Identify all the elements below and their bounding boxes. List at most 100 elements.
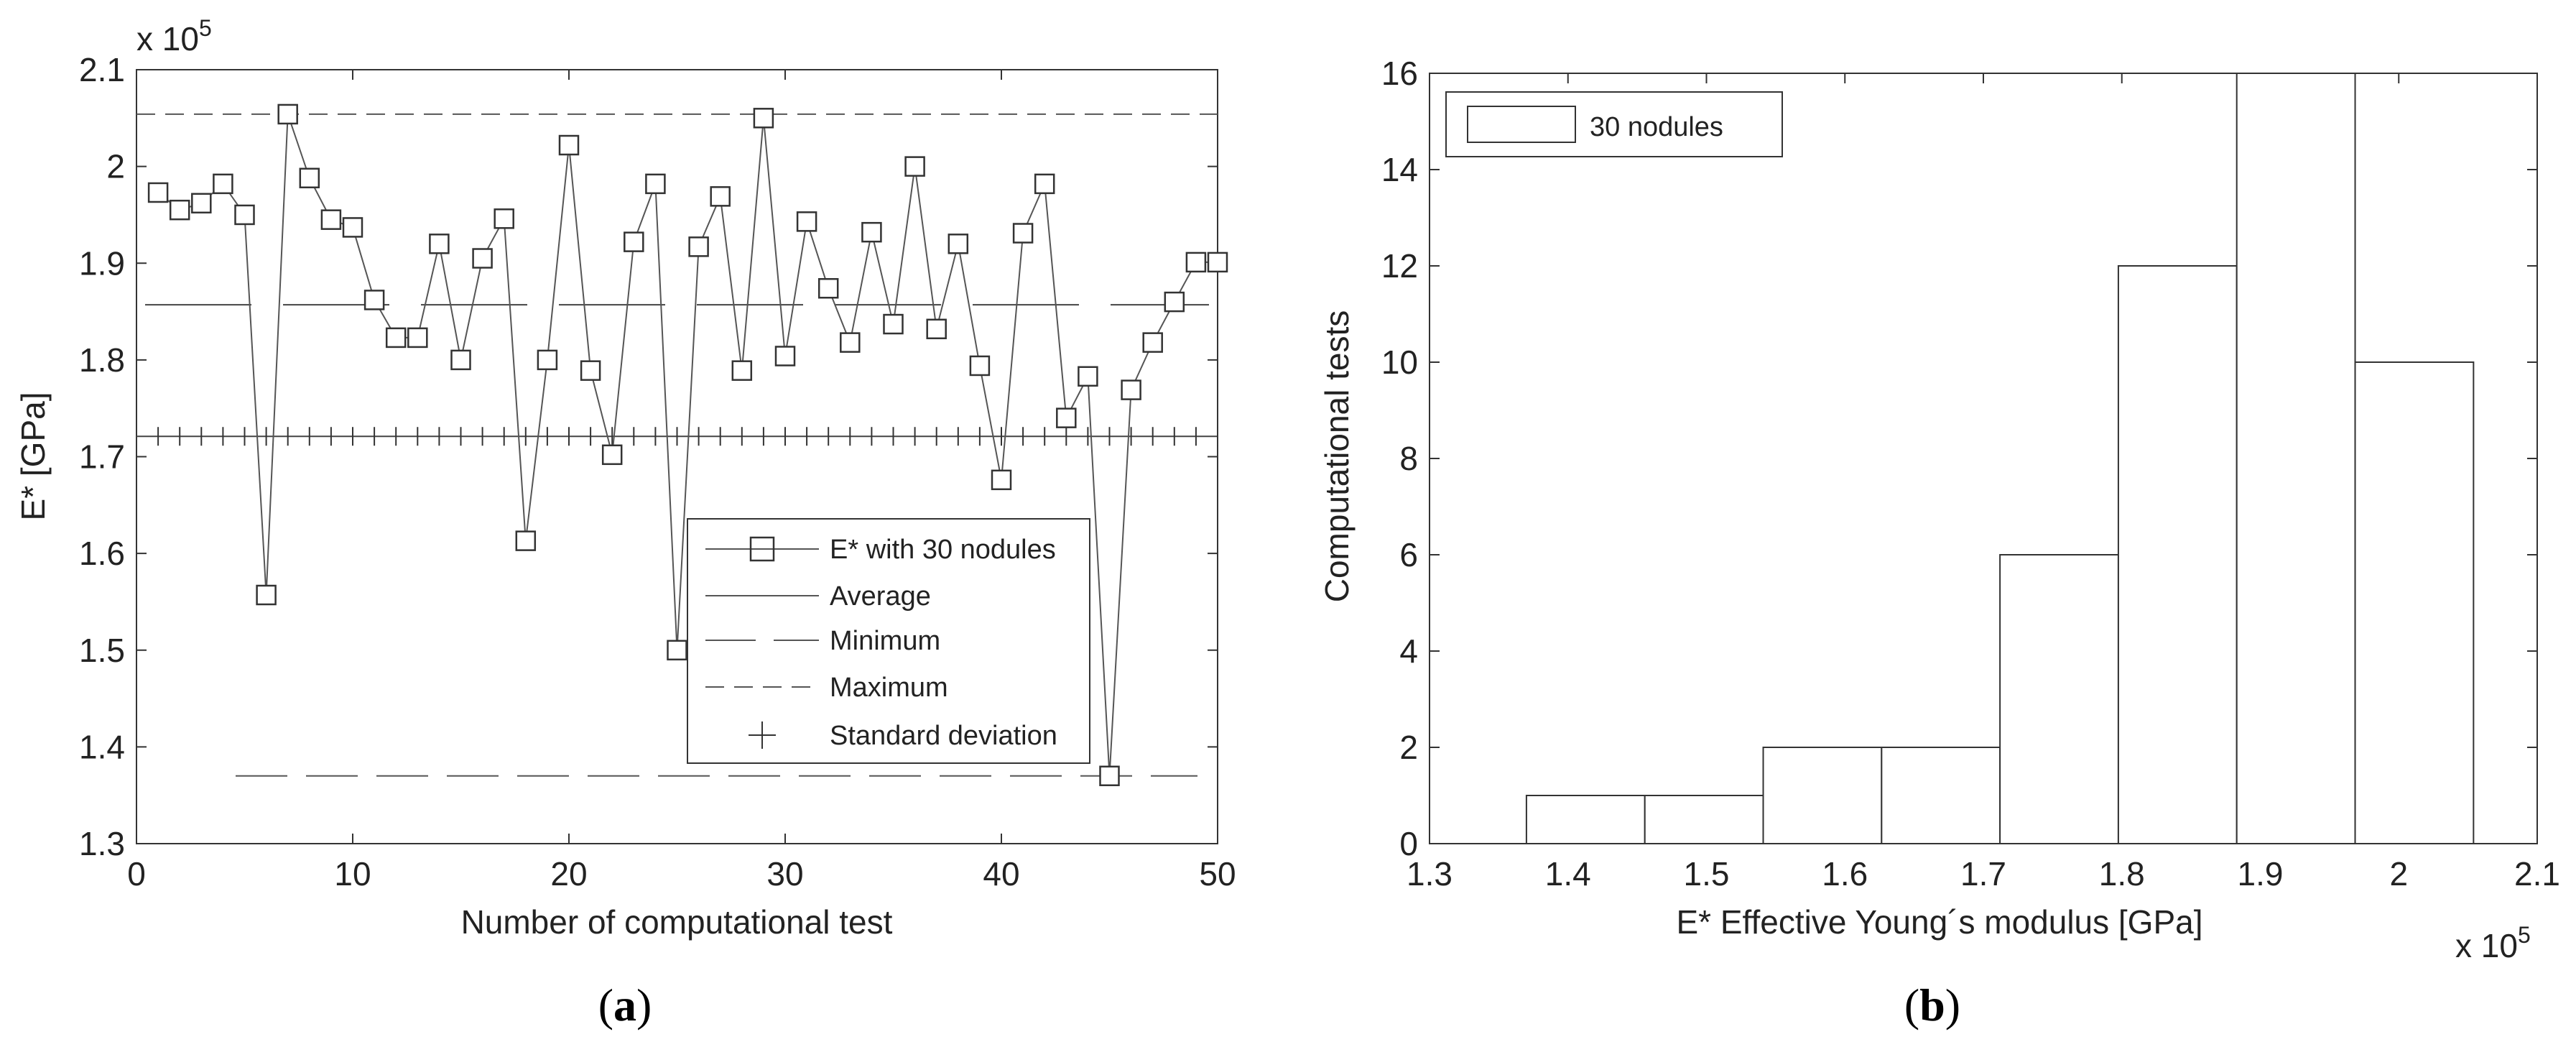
data-point	[624, 231, 644, 252]
data-point	[1056, 407, 1077, 428]
y-tick-label-b: 14	[1381, 151, 1418, 188]
x-tick-label-b: 1.4	[1545, 855, 1591, 893]
panel-a: 0 10 20 30 40 50 1.3 1.4 1.5 1.6 1.7 1.8 1.9 2 2.1 x 1…	[14, 15, 1236, 1030]
data-point	[363, 290, 385, 310]
x-tick-label-b: 1.9	[2238, 855, 2284, 893]
histogram-bar	[2354, 361, 2475, 844]
legend-b: 30 nodules	[1445, 91, 1783, 157]
legend-item-average: Average	[705, 581, 931, 612]
data-point	[601, 444, 623, 466]
data-point	[883, 313, 904, 335]
x-tick-label-a: 0	[127, 855, 146, 893]
data-point	[191, 193, 212, 214]
axis-ticks-a	[136, 69, 1218, 844]
histogram-bar	[1762, 747, 1883, 844]
data-point	[1164, 291, 1185, 313]
histogram-bar	[2117, 265, 2238, 844]
data-point	[904, 156, 925, 177]
data-point	[1099, 765, 1120, 787]
y-tick-label-b: 4	[1399, 632, 1418, 670]
y-tick-label-b: 2	[1399, 729, 1418, 766]
bar-swatch-icon	[1467, 106, 1576, 143]
histogram-bars	[1525, 73, 2475, 844]
histogram-bar	[2236, 73, 2356, 844]
caption-b: (b)	[1904, 979, 1960, 1030]
data-point	[1034, 173, 1055, 195]
y-tick-label-a: 1.9	[79, 244, 125, 282]
data-point	[537, 349, 558, 371]
data-point	[385, 327, 407, 349]
data-point	[256, 584, 277, 606]
data-point	[1121, 379, 1141, 400]
y-tick-label-a: 1.6	[79, 535, 125, 572]
data-point	[213, 173, 233, 195]
series-a	[147, 103, 1228, 787]
x-tick-label-b: 1.8	[2099, 855, 2145, 893]
x-tick-label-a: 40	[983, 855, 1019, 893]
data-point	[667, 640, 687, 660]
x-axis-label-b: E* Effective Young´s modulus [GPa]	[1676, 903, 2202, 941]
x-tick-label-b: 2	[2389, 855, 2408, 893]
data-point	[429, 234, 450, 254]
data-point	[645, 173, 666, 195]
legend-label-maximum: Maximum	[830, 673, 948, 703]
data-point	[299, 167, 320, 189]
data-point	[840, 332, 861, 353]
x-tick-label-b: 1.5	[1684, 855, 1730, 893]
tick-labels-b: 1.3 1.4 1.5 1.6 1.7 1.8 1.9 2 2.1 0 2 4 6 8 10 12 14 16	[1381, 55, 2560, 893]
x-tick-label-b: 1.3	[1407, 855, 1453, 893]
legend-item-std: Standard deviation	[749, 721, 1057, 751]
data-point	[1207, 252, 1228, 273]
data-point	[320, 209, 342, 230]
data-point	[1012, 223, 1034, 244]
x-tick-label-a: 30	[766, 855, 803, 893]
y-tick-label-b: 0	[1399, 825, 1418, 862]
legend-label-minimum: Minimum	[830, 626, 940, 656]
reference-lines-a	[136, 113, 1218, 777]
y-tick-label-a: 2	[106, 148, 125, 185]
data-point	[688, 236, 709, 257]
caption-a: (a)	[598, 979, 652, 1030]
y-multiplier-a: x 105	[136, 15, 212, 57]
data-point	[969, 355, 991, 377]
data-point	[558, 134, 580, 156]
x-tick-label-b: 2.1	[2514, 855, 2560, 893]
legend-label-average: Average	[830, 581, 931, 612]
panel-b: 1.3 1.4 1.5 1.6 1.7 1.8 1.9 2 2.1 0 2 4 6 8 10 12 14 16 E…	[1318, 55, 2560, 1030]
data-point	[342, 217, 363, 238]
data-point	[774, 346, 796, 366]
data-point	[926, 318, 947, 340]
x-tick-label-b: 1.6	[1822, 855, 1868, 893]
data-point	[407, 327, 428, 349]
x-axis-label-a: Number of computational test	[461, 903, 893, 941]
y-tick-label-b: 6	[1399, 536, 1418, 573]
legend-label-data: E* with 30 nodules	[830, 535, 1056, 565]
data-point	[580, 360, 601, 381]
data-point	[147, 182, 169, 203]
data-point	[472, 248, 493, 269]
square-marker-icon	[749, 536, 775, 562]
legend-label-b: 30 nodules	[1590, 112, 1723, 142]
y-tick-label-b: 16	[1381, 55, 1418, 92]
legend-item-minimum: Minimum	[705, 626, 940, 656]
data-point	[1185, 252, 1207, 273]
y-tick-label-a: 1.5	[79, 632, 125, 669]
x-tick-label-b: 1.7	[1960, 855, 2006, 893]
y-tick-label-a: 1.4	[79, 728, 125, 765]
data-point	[861, 221, 882, 243]
y-tick-label-a: 1.8	[79, 341, 125, 379]
x-tick-label-a: 20	[550, 855, 587, 893]
legend-a: E* with 30 nodules Average Minimum Maxim…	[687, 518, 1090, 764]
data-point	[948, 234, 969, 254]
y-tick-label-a: 2.1	[79, 51, 125, 88]
data-point	[515, 530, 537, 551]
x-tick-label-a: 50	[1199, 855, 1236, 893]
data-point	[277, 103, 298, 125]
y-axis-label-a: E* [GPa]	[14, 392, 52, 521]
histogram-bar	[1525, 795, 1646, 844]
data-point	[753, 108, 774, 129]
data-point	[450, 349, 471, 371]
data-point	[710, 186, 731, 207]
y-tick-label-b: 8	[1399, 440, 1418, 477]
data-point	[796, 211, 817, 232]
